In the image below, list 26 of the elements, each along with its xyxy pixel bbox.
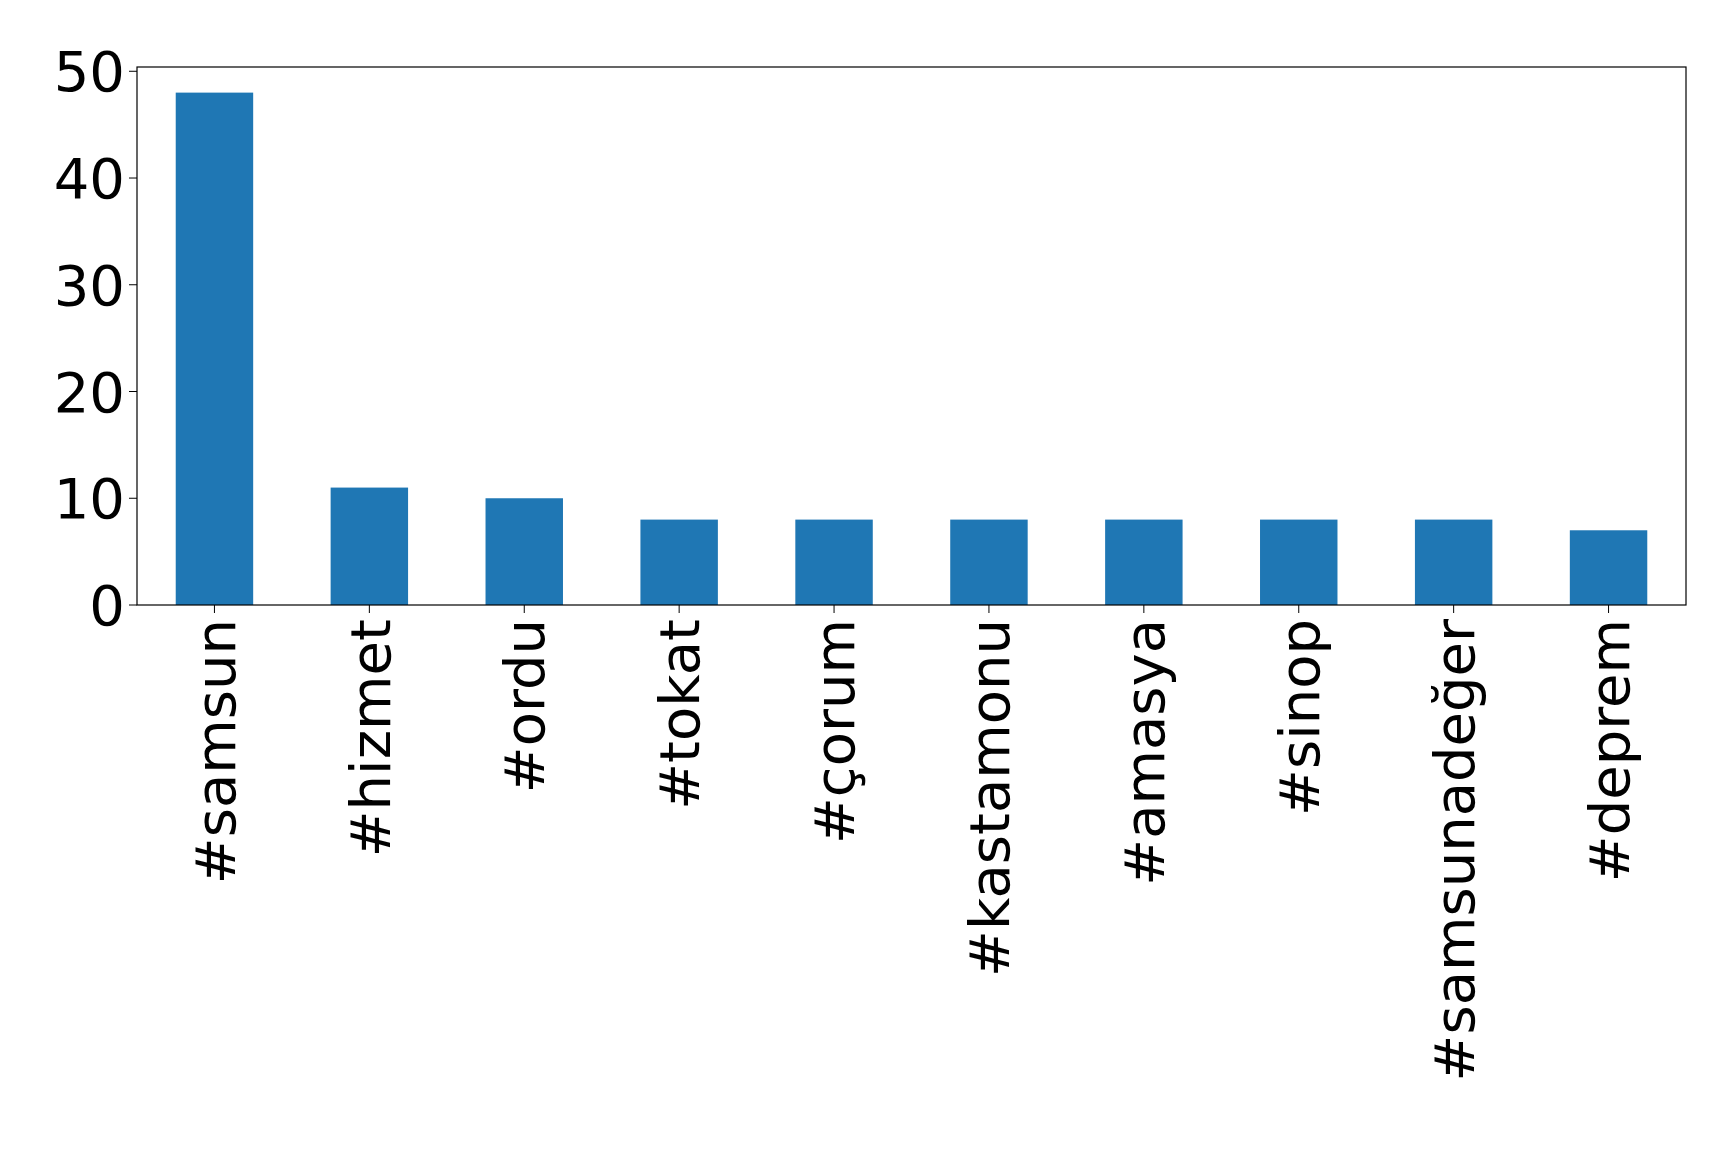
bar xyxy=(795,519,873,605)
x-tick-label: #kastamonu xyxy=(957,619,1023,977)
bar xyxy=(640,519,718,605)
x-tick-label: #tokat xyxy=(647,619,713,810)
y-tick-label: 40 xyxy=(53,146,125,212)
x-tick-label: #ordu xyxy=(492,619,558,794)
bar xyxy=(485,498,563,605)
y-tick-label: 50 xyxy=(53,39,125,105)
x-tick-label: #samsun xyxy=(182,619,248,885)
x-tick-label: #sinop xyxy=(1266,619,1332,816)
x-tick-label: #samsunadeğer xyxy=(1421,618,1487,1082)
bar xyxy=(1414,519,1493,605)
bar xyxy=(175,92,254,605)
x-tick-label: #hizmet xyxy=(337,619,403,858)
bar xyxy=(1105,519,1183,605)
y-tick-label: 10 xyxy=(53,466,125,532)
bar xyxy=(1569,530,1648,605)
bar xyxy=(1260,519,1338,605)
x-tick-label: #çorum xyxy=(802,619,868,845)
x-tick-label: #amasya xyxy=(1112,619,1178,886)
y-tick-label: 30 xyxy=(53,252,125,318)
x-tick-label: #deprem xyxy=(1576,619,1642,883)
bar xyxy=(330,487,409,605)
y-tick-label: 0 xyxy=(89,573,125,639)
y-tick-label: 20 xyxy=(53,359,125,425)
bar xyxy=(950,519,1028,605)
